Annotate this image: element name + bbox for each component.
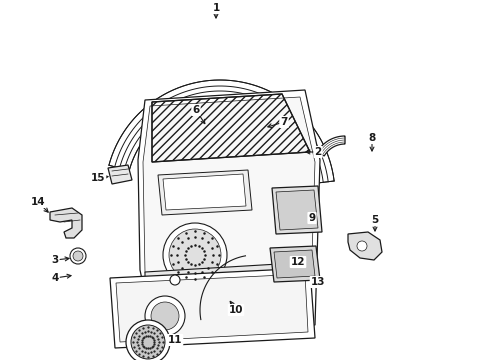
Circle shape: [151, 302, 179, 330]
Text: 6: 6: [193, 105, 199, 115]
Circle shape: [126, 320, 170, 360]
Polygon shape: [163, 174, 246, 210]
Text: 2: 2: [315, 147, 321, 157]
Polygon shape: [276, 190, 318, 230]
Text: 5: 5: [371, 215, 379, 225]
Polygon shape: [318, 136, 345, 156]
Polygon shape: [109, 80, 334, 184]
Polygon shape: [116, 274, 308, 342]
Text: 7: 7: [280, 117, 288, 127]
Circle shape: [170, 275, 180, 285]
Circle shape: [70, 248, 86, 264]
Polygon shape: [272, 186, 322, 234]
Circle shape: [163, 223, 227, 287]
Text: 8: 8: [368, 133, 376, 143]
Text: 15: 15: [91, 173, 105, 183]
Polygon shape: [110, 268, 315, 348]
Circle shape: [145, 296, 185, 336]
Circle shape: [357, 241, 367, 251]
Polygon shape: [348, 232, 382, 260]
Circle shape: [131, 325, 165, 359]
Polygon shape: [274, 250, 315, 278]
Text: 3: 3: [51, 255, 59, 265]
Text: 10: 10: [229, 305, 243, 315]
Text: 13: 13: [311, 277, 325, 287]
Polygon shape: [145, 262, 315, 288]
Circle shape: [73, 251, 83, 261]
Text: 9: 9: [308, 213, 316, 223]
Text: 11: 11: [168, 335, 182, 345]
Text: 4: 4: [51, 273, 59, 283]
Circle shape: [169, 229, 221, 281]
Polygon shape: [138, 90, 320, 340]
Text: 12: 12: [291, 257, 305, 267]
Polygon shape: [108, 165, 132, 184]
Text: 14: 14: [31, 197, 45, 207]
Polygon shape: [143, 97, 315, 335]
Polygon shape: [270, 246, 320, 282]
Polygon shape: [158, 170, 252, 215]
Text: 1: 1: [212, 3, 220, 13]
Polygon shape: [50, 208, 82, 238]
